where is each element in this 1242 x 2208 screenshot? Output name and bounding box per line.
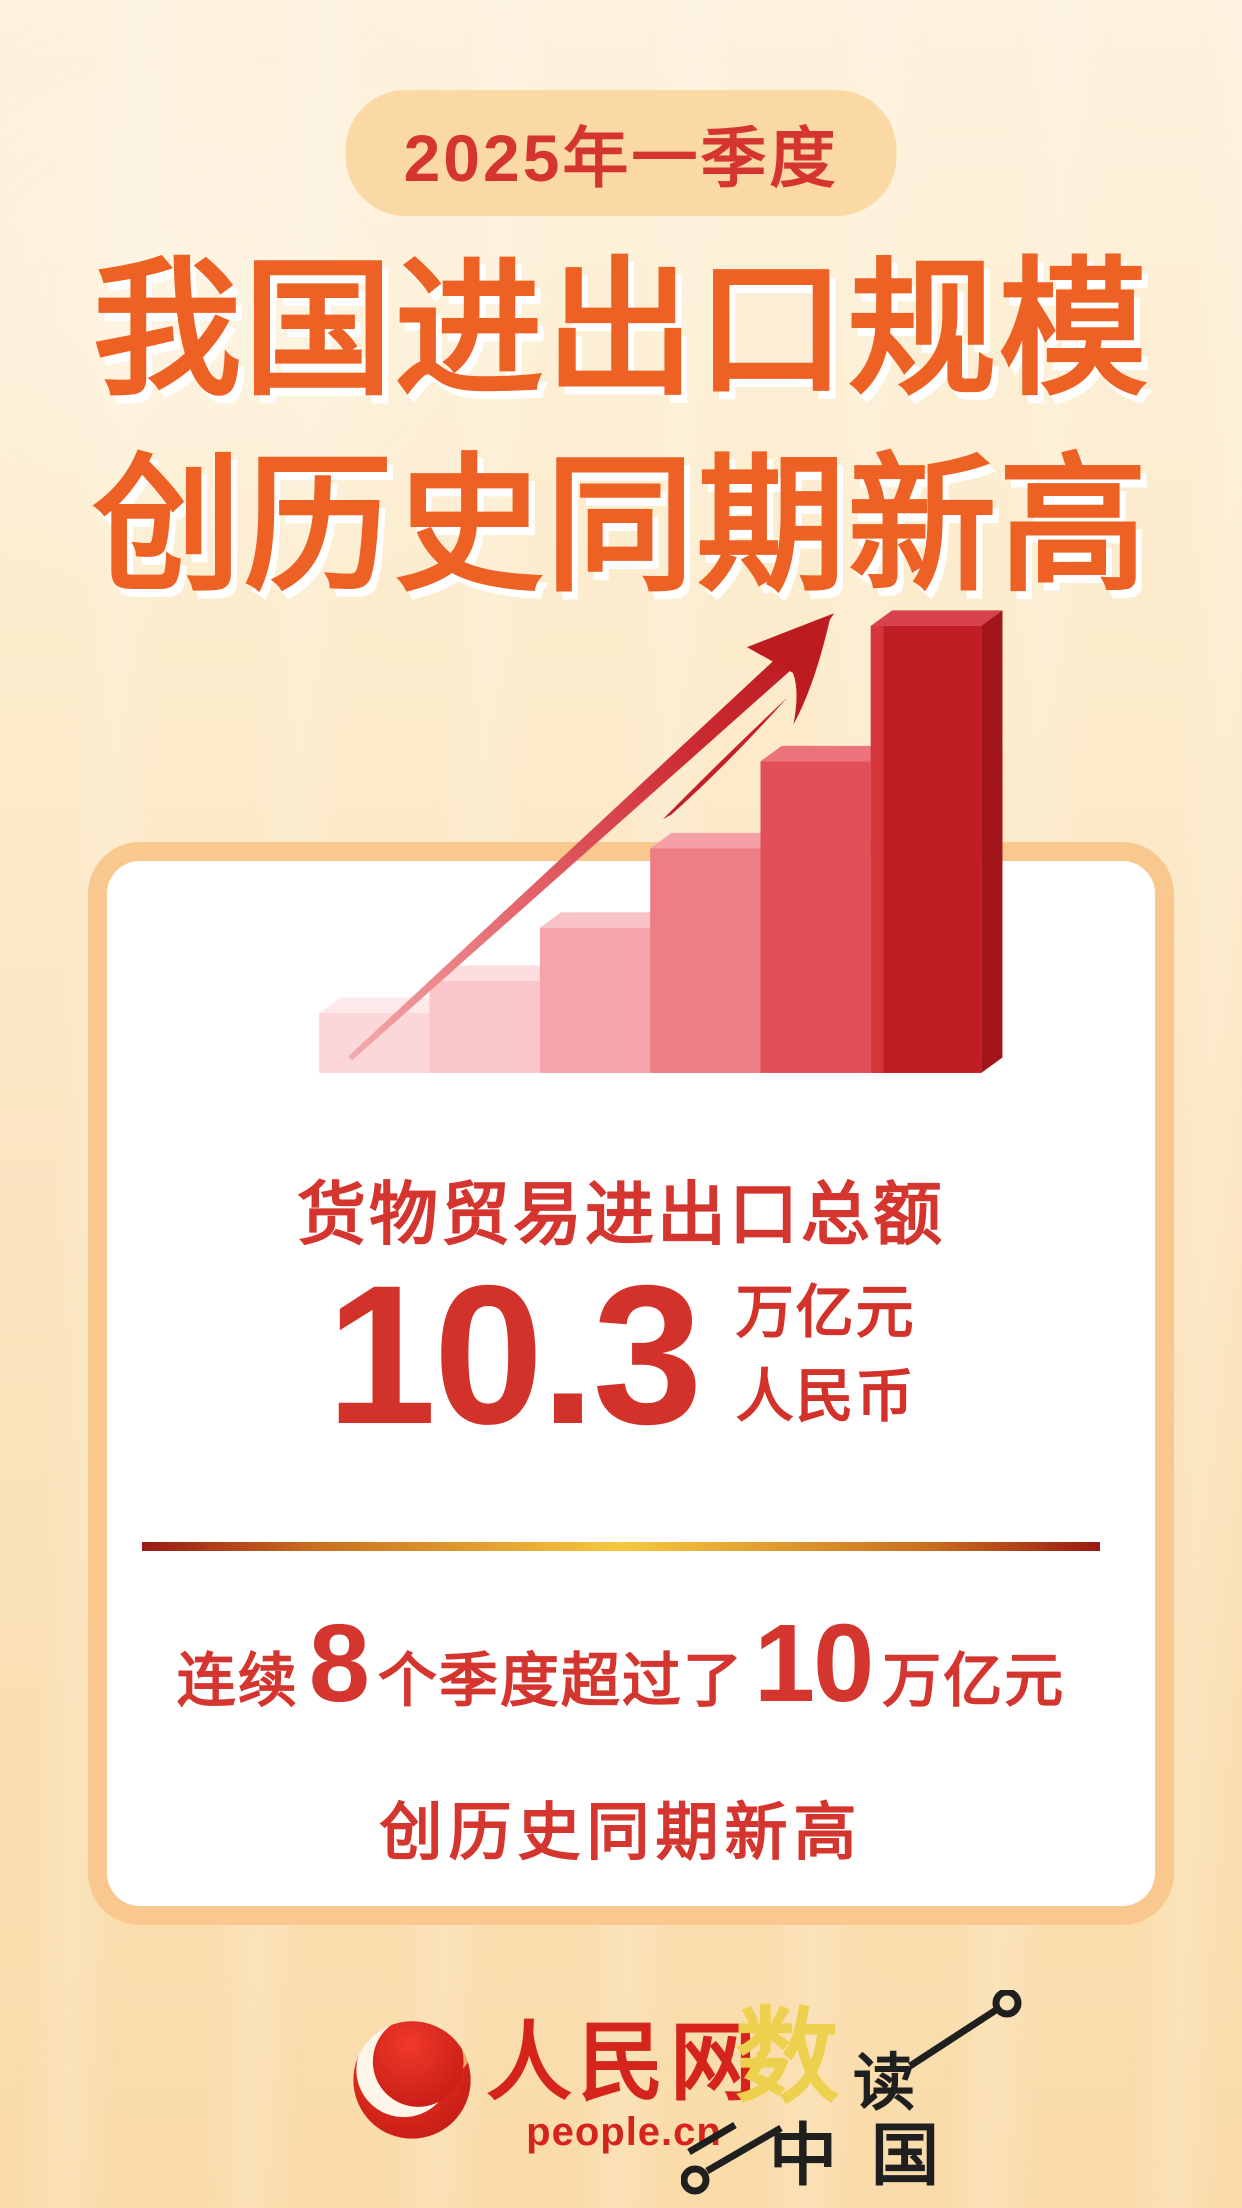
bar-side-face [981, 610, 1003, 1073]
highlight-big2: 10 [753, 1602, 874, 1725]
stat-units: 万亿元 人民币 [736, 1271, 916, 1439]
highlight-sentence: 连续 8 个季度超过了 10 万亿元 [0, 1600, 1242, 1727]
growth-arrow-icon [348, 613, 835, 1061]
highlight-seg1: 连续 [176, 1648, 299, 1714]
gradient-divider [142, 1542, 1100, 1551]
bar-front-face [429, 981, 540, 1073]
stat-card [88, 842, 1174, 1925]
brand-chars-zhongguo: 中国 [769, 2118, 974, 2194]
bar-edge-highlight [870, 625, 884, 1073]
bar-top-face [429, 965, 562, 982]
highlight-seg3: 万亿元 [882, 1648, 1066, 1714]
bar-top-face [760, 745, 893, 762]
chart-bar-6 [870, 610, 1003, 1073]
chart-bar-4 [650, 832, 782, 1073]
people-en-wordmark: people.cn [526, 2110, 722, 2154]
people-swirl-icon [353, 2021, 471, 2139]
pin-bottom-left-icon [681, 2121, 783, 2195]
stat-row: 10.3 万亿元 人民币 [0, 1256, 1242, 1454]
brand-char-shu: 数 [735, 2001, 840, 2116]
page-title-line2: 创历史同期新高 [92, 442, 1150, 609]
bar-front-face [539, 927, 651, 1073]
page-title: 我国进出口规模 创历史同期新高 [0, 232, 1242, 624]
bar-front-face [650, 848, 761, 1073]
stat-unit-bottom: 人民币 [735, 1364, 916, 1429]
chart-bar-5 [760, 745, 893, 1073]
bar-front-face [760, 761, 871, 1073]
page-title-line1: 我国进出口规模 [92, 246, 1150, 413]
date-badge-label: 2025年一季度 [403, 121, 839, 195]
people-cn-wordmark: 人民网 [486, 2015, 762, 2111]
bar-front-face [870, 625, 982, 1073]
chart-bars-group [319, 610, 1003, 1073]
highlight-seg2: 个季度超过了 [377, 1648, 744, 1714]
chart-bar-3 [539, 912, 672, 1073]
bar-front-face [319, 1012, 430, 1073]
card-footnote: 创历史同期新高 [379, 1798, 863, 1868]
bar-top-face [650, 832, 782, 849]
chart-bar-2 [429, 965, 562, 1073]
pin-top-right-icon [908, 1990, 1022, 2069]
brand-char-du: 读 [853, 2050, 916, 2118]
bar-top-face [539, 912, 672, 928]
staircase-chart-svg [319, 610, 1003, 1073]
bar-top-face [870, 610, 1003, 626]
stat-unit-top: 万亿元 [735, 1279, 916, 1345]
chart-caption: 货物贸易进出口总额 [297, 1176, 945, 1253]
shudu-zhongguo-logo: 数 读 中国 [681, 1978, 1048, 2195]
people-logo: 人民网 people.cn [350, 2012, 762, 2152]
date-badge: 2025年一季度 [345, 90, 897, 216]
staircase-chart [292, 560, 1018, 1102]
stat-value: 10.3 [326, 1244, 702, 1465]
highlight-big1: 8 [308, 1602, 370, 1725]
people-logo-text: 人民网 people.cn [486, 2020, 762, 2152]
